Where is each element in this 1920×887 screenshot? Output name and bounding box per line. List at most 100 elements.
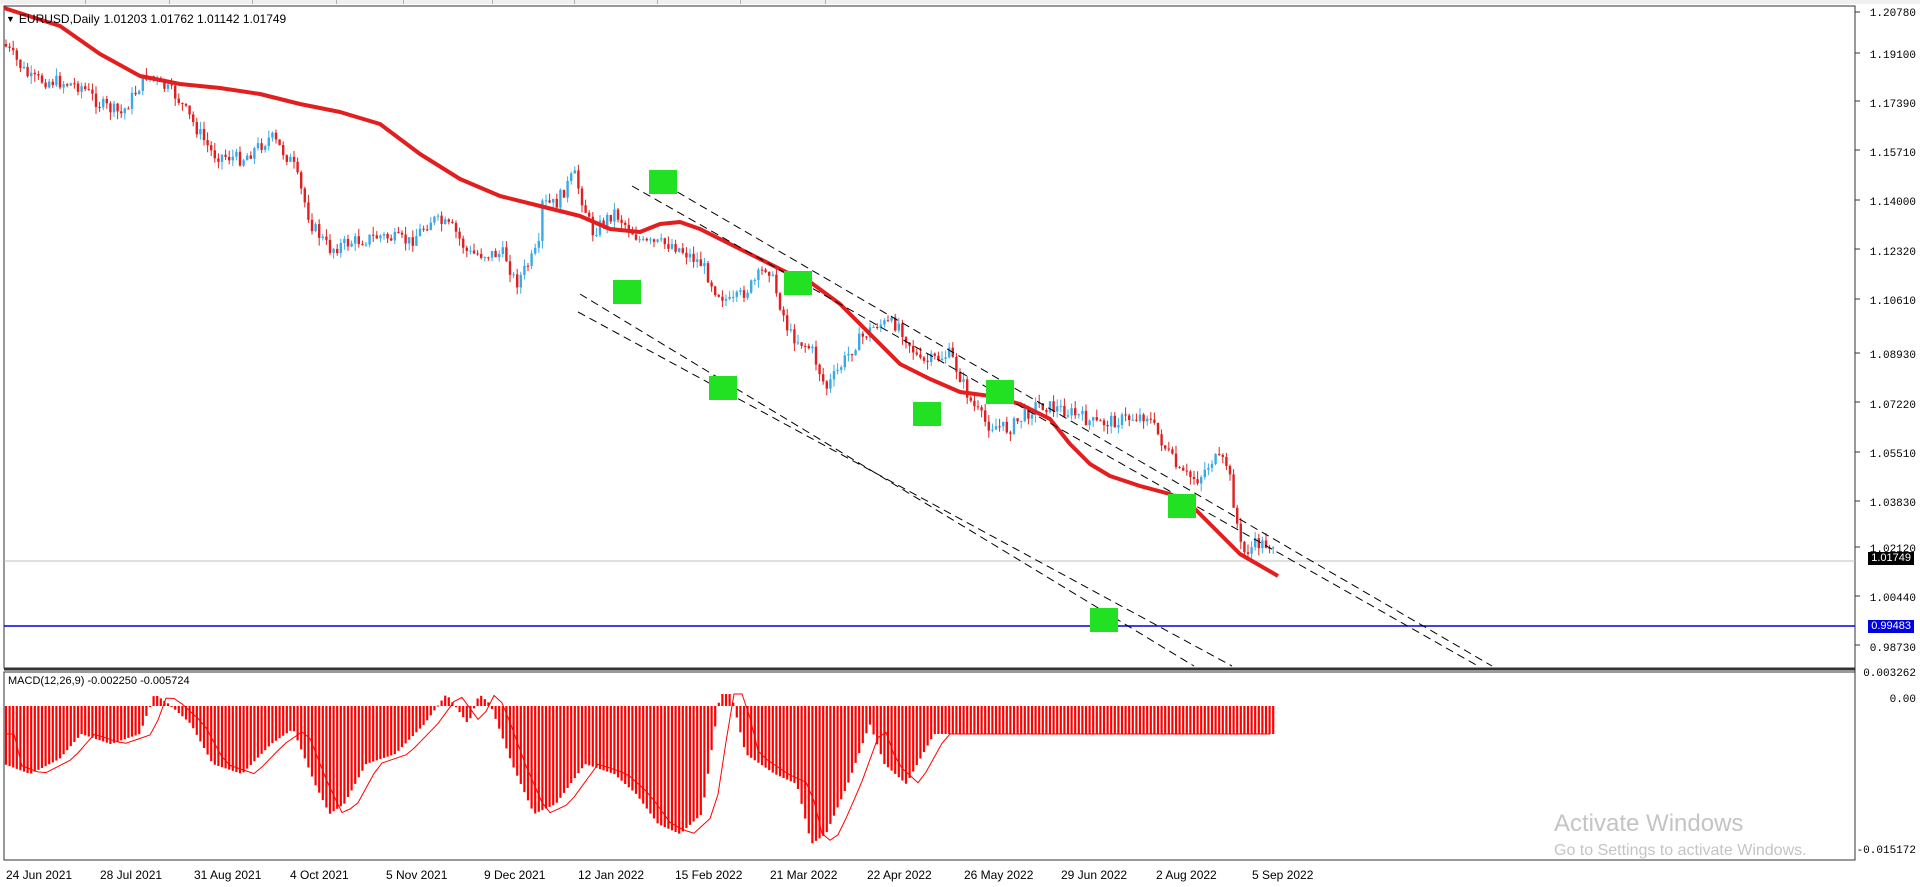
chart-window[interactable]: ▼ EURUSD,Daily 1.01203 1.01762 1.01142 1… [0, 4, 1920, 887]
candle-body [1020, 420, 1023, 422]
macd-bar [552, 706, 555, 806]
candle-body [1048, 401, 1052, 413]
macd-bar [750, 706, 753, 758]
candle-body [926, 360, 929, 362]
candle-body [1268, 547, 1271, 549]
macd-bar [105, 706, 108, 743]
candle-body [411, 237, 414, 246]
candle-body [120, 111, 123, 114]
candle-body [591, 216, 594, 236]
candle-body [361, 244, 364, 246]
macd-histogram [4, 694, 1275, 844]
candle-body [130, 92, 134, 109]
macd-bar [55, 706, 58, 761]
macd-bar [426, 706, 429, 721]
candle-body [400, 232, 404, 235]
candle-body [512, 274, 515, 276]
candle-body [112, 103, 116, 113]
macd-bar [246, 706, 249, 769]
candle-body [1239, 523, 1242, 542]
candle-body [879, 324, 882, 328]
macd-bar [1063, 706, 1066, 734]
candle-body [987, 421, 990, 431]
candle-body [238, 151, 242, 166]
macd-bar [1034, 706, 1037, 734]
macd-bar [278, 706, 281, 739]
candle-body [1138, 414, 1142, 421]
price-axis-label: 1.07220 [1869, 400, 1916, 412]
macd-bar [796, 706, 800, 790]
macd-bar [429, 706, 432, 716]
candle-body [1030, 414, 1034, 419]
candle-body [843, 355, 846, 368]
macd-bar [523, 706, 526, 793]
macd-bar [1250, 706, 1253, 734]
price-axis-label: 1.05510 [1869, 449, 1916, 461]
candle-body [451, 221, 454, 223]
price-axis-label: 1.19100 [1869, 50, 1916, 62]
macd-bar [73, 706, 76, 742]
candle-body [246, 155, 249, 161]
macd-bar [1048, 706, 1052, 734]
candle-body [883, 320, 886, 325]
macd-bar [249, 706, 252, 765]
macd-bar [1081, 706, 1084, 734]
macd-bar [688, 706, 692, 825]
macd-bar [850, 706, 854, 773]
candle-body [1002, 421, 1005, 427]
candle-body [22, 66, 26, 69]
candle-body [692, 253, 695, 262]
candle-body [544, 200, 548, 202]
macd-bar [1171, 706, 1174, 734]
candle-body [303, 188, 306, 203]
macd-bar [148, 706, 152, 707]
macd-bar [454, 706, 458, 708]
candle-body [642, 238, 645, 240]
candle-body [300, 172, 303, 189]
macd-bar [724, 694, 728, 706]
macd-bar [908, 706, 911, 779]
candle-body [328, 239, 332, 253]
chart-menu-arrow-icon[interactable]: ▼ [6, 14, 15, 24]
candle-body [667, 244, 670, 249]
macd-bar [382, 706, 386, 758]
macd-bar [170, 706, 173, 707]
candle-body [984, 410, 987, 422]
candle-body [807, 345, 810, 349]
macd-bar [919, 706, 922, 759]
candle-body [73, 83, 76, 85]
candle-body [595, 234, 598, 236]
horizontal-line-price-tag[interactable]: 0.99483 [1868, 620, 1914, 633]
macd-bar [1261, 706, 1264, 734]
candle-body [1146, 418, 1149, 422]
macd-bar [228, 706, 231, 770]
macd-bar [1167, 706, 1170, 734]
macd-bar [753, 706, 756, 761]
candle-body [876, 327, 879, 329]
candle-body [746, 292, 749, 298]
candle-body [562, 189, 566, 198]
macd-bar [588, 706, 591, 766]
price-axis-label: 1.08930 [1869, 350, 1916, 362]
macd-bar [134, 706, 137, 736]
candle-body [490, 250, 494, 258]
candle-body [469, 250, 472, 252]
candle-body [991, 429, 994, 431]
macd-bar [120, 706, 123, 741]
channel-line [577, 311, 1233, 667]
macd-bar [354, 706, 357, 784]
candle-body [904, 337, 908, 343]
candle-body [930, 353, 933, 362]
candle-body [1027, 408, 1030, 419]
candle-body [408, 237, 411, 244]
candle-body [703, 263, 706, 267]
candle-body [1149, 418, 1152, 420]
candle-body [1203, 469, 1206, 478]
macd-bar [1225, 706, 1228, 734]
candle-body [886, 320, 890, 322]
macd-bar [980, 706, 983, 734]
candle-body [724, 298, 728, 301]
macd-bar [22, 706, 26, 772]
chart-canvas[interactable] [0, 4, 1920, 887]
candle-body [980, 407, 983, 411]
